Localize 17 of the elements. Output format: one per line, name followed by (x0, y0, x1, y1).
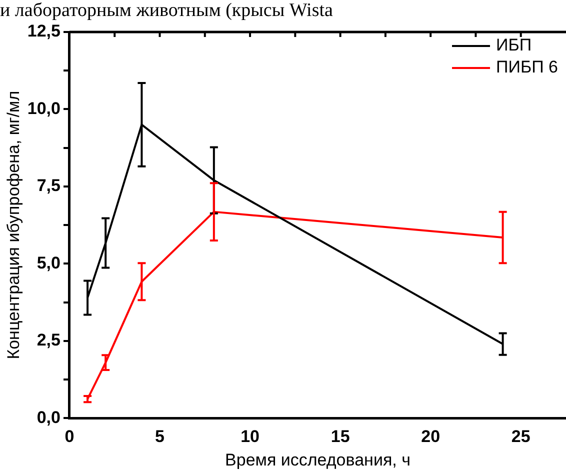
x-tick-label: 5 (155, 427, 164, 446)
y-tick-label: 12,5 (27, 22, 60, 41)
y-axis-title: Концентрация ибупрофена, мг/мл (4, 90, 23, 360)
x-axis-title: Время исследования, ч (225, 450, 410, 470)
y-tick-label: 7,5 (36, 176, 60, 196)
x-tick-label: 0 (64, 427, 74, 446)
x-tick-label: 10 (240, 427, 260, 446)
legend-label: ИБП (496, 36, 532, 55)
x-tick-label: 20 (421, 427, 440, 446)
y-tick-label: 0,0 (36, 408, 60, 427)
x-tick-label: 25 (511, 427, 530, 446)
y-tick-label: 5,0 (36, 253, 60, 272)
y-tick-label: 10,0 (27, 98, 60, 118)
text: и лабораторным животным (крысы Wista (0, 0, 334, 22)
legend-label: ПИБП 6 (496, 58, 558, 77)
y-tick-label: 2,5 (36, 330, 60, 350)
x-tick-label: 15 (330, 427, 350, 446)
